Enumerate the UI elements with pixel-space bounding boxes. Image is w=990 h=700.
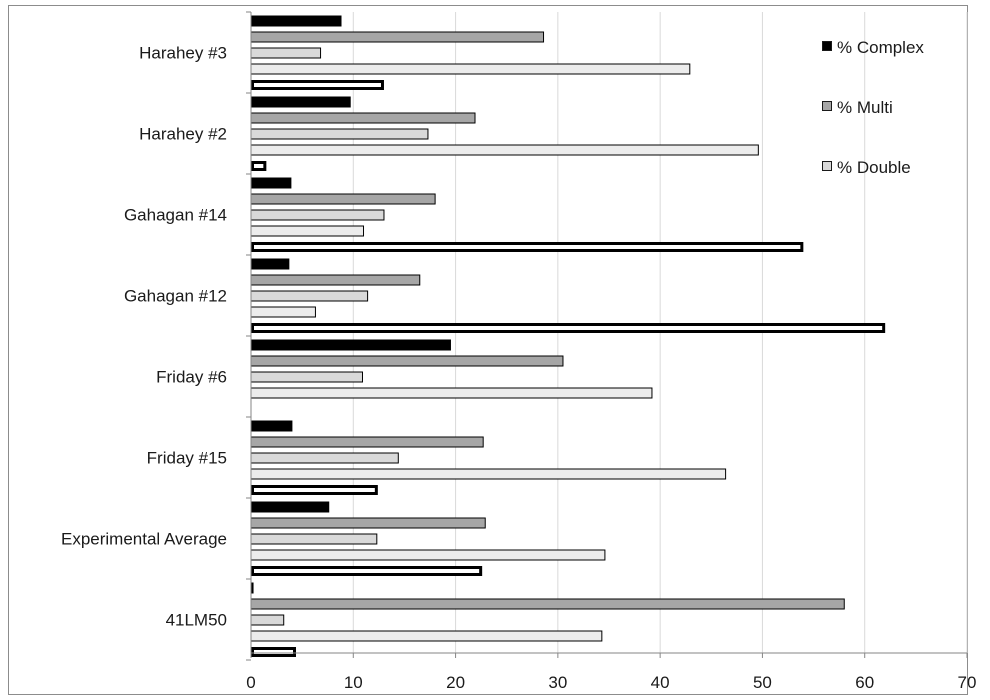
bar-gahagan-12-series-1 <box>250 258 290 270</box>
bar-gahagan-14-series-1 <box>250 177 292 189</box>
bar-gahagan-12-series-4 <box>250 306 316 318</box>
legend-item-double: % Double <box>822 156 937 180</box>
bar-harahey-2-series-4 <box>250 144 759 156</box>
legend-swatch-multi <box>822 101 832 111</box>
bar-friday-6-series-2 <box>250 355 564 367</box>
legend-item-complex: % Complex <box>822 36 937 60</box>
category-label-friday-6: Friday #6 <box>156 368 227 387</box>
bar-harahey-2-series-2 <box>250 112 476 124</box>
bar-gahagan-12-series-5 <box>251 323 886 333</box>
bar-harahey-2-series-5 <box>251 161 267 171</box>
bar-friday-15-series-1 <box>250 420 293 432</box>
x-tick-label-70: 70 <box>958 673 977 692</box>
bar-friday-15-series-5 <box>251 485 378 495</box>
category-label-harahey-3: Harahey #3 <box>139 44 227 63</box>
bar-experimental-average-series-2 <box>250 517 486 529</box>
legend-label-double: % Double <box>837 158 911 177</box>
x-tick-label-30: 30 <box>548 673 567 692</box>
bar-41lm50-series-5 <box>251 647 297 657</box>
bar-harahey-3-series-5 <box>251 80 384 90</box>
legend-label-complex: % Complex <box>837 38 924 57</box>
bar-gahagan-12-series-2 <box>250 274 421 286</box>
legend-label-multi: % Multi <box>837 98 893 117</box>
bar-41lm50-series-2 <box>250 598 845 610</box>
bar-gahagan-14-series-5 <box>251 242 804 252</box>
bar-gahagan-14-series-4 <box>250 225 365 237</box>
legend-swatch-double <box>822 161 832 171</box>
x-tick-label-50: 50 <box>753 673 772 692</box>
bar-experimental-average-series-4 <box>250 549 606 561</box>
bar-friday-6-series-4 <box>250 387 653 399</box>
category-label-gahagan-12: Gahagan #12 <box>124 287 227 306</box>
category-label-friday-15: Friday #15 <box>147 449 227 468</box>
bar-experimental-average-series-1 <box>250 501 330 513</box>
x-tick-label-60: 60 <box>855 673 874 692</box>
category-label-harahey-2: Harahey #2 <box>139 125 227 144</box>
bar-41lm50-series-3 <box>250 614 285 626</box>
bar-friday-15-series-2 <box>250 436 484 448</box>
legend-item-multi: % Multi <box>822 96 937 120</box>
category-label-gahagan-14: Gahagan #14 <box>124 206 227 225</box>
x-tick-label-10: 10 <box>344 673 363 692</box>
bar-experimental-average-series-5 <box>251 566 483 576</box>
bar-gahagan-12-series-3 <box>250 290 369 302</box>
bar-friday-15-series-4 <box>250 468 727 480</box>
legend-swatch-complex <box>822 41 832 51</box>
bar-harahey-2-series-3 <box>250 128 429 140</box>
bar-harahey-2-series-1 <box>250 96 351 108</box>
x-tick-label-0: 0 <box>246 673 255 692</box>
bar-experimental-average-series-3 <box>250 533 378 545</box>
bar-gahagan-14-series-3 <box>250 209 385 221</box>
bar-friday-6-series-3 <box>250 371 363 383</box>
bar-harahey-3-series-4 <box>250 63 691 75</box>
bar-friday-15-series-3 <box>250 452 399 464</box>
bar-harahey-3-series-2 <box>250 31 545 43</box>
bar-harahey-3-series-3 <box>250 47 322 59</box>
category-label-experimental-average: Experimental Average <box>61 530 227 549</box>
chart-frame <box>8 5 968 695</box>
bar-harahey-3-series-1 <box>250 15 342 27</box>
x-tick-label-20: 20 <box>446 673 465 692</box>
category-label-41lm50: 41LM50 <box>166 611 227 630</box>
bar-gahagan-14-series-2 <box>250 193 436 205</box>
bar-41lm50-series-4 <box>250 630 603 642</box>
bar-friday-6-series-1 <box>250 339 451 351</box>
x-tick-label-40: 40 <box>651 673 670 692</box>
